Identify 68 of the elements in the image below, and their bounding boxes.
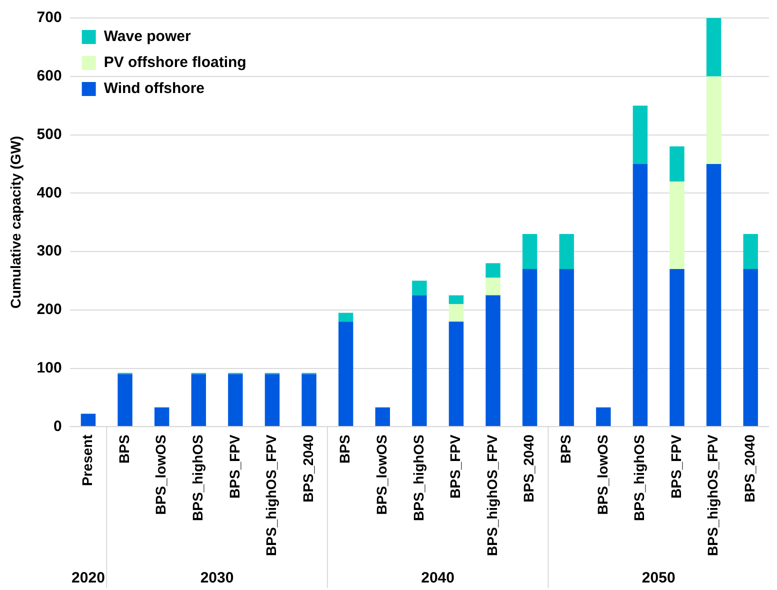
bar (80, 414, 96, 426)
bar (486, 278, 500, 296)
bar (706, 164, 722, 426)
x-tick-label: Present (79, 434, 96, 486)
text: 2020 (72, 570, 105, 587)
bar (632, 106, 648, 164)
bar (486, 295, 500, 426)
y-tick-label: 700 (36, 9, 62, 26)
bar (191, 374, 206, 426)
text: 2040 (421, 570, 454, 587)
x-tick-label: BPS_FPV (226, 434, 242, 498)
bar (670, 269, 684, 426)
bar (559, 234, 574, 270)
bar (154, 407, 170, 426)
x-tick-label: BPS (116, 434, 132, 464)
x-tick-label: BPS (336, 434, 353, 464)
bar (338, 312, 354, 322)
bar (264, 374, 280, 426)
bar (706, 18, 722, 76)
x-tick-label: BPS_highOS_FPV (484, 434, 500, 556)
x-tick-label: BPS (557, 434, 574, 464)
bar (670, 146, 684, 182)
x-tick-label: BPS_FPV (668, 434, 684, 498)
x-tick-label: BPS_highOS_FPV (704, 434, 721, 556)
bar (743, 269, 758, 426)
bar (302, 374, 316, 426)
x-tick-label: BPS_lowOS (373, 434, 390, 515)
text: 2050 (642, 570, 676, 587)
bar (670, 181, 684, 270)
bar (743, 234, 758, 270)
x-tick-label: BPS_highOS (189, 434, 206, 521)
legend-label: Wind offshore (104, 80, 205, 98)
y-tick-label: 100 (36, 359, 62, 376)
x-tick-label: BPS_2040 (741, 434, 758, 502)
x-tick-label: BPS_highOS (631, 434, 648, 521)
bar (596, 407, 611, 426)
y-tick-label: 400 (36, 184, 62, 202)
bar (118, 374, 132, 426)
bar (632, 164, 648, 426)
x-tick-label: BPS_2040 (300, 434, 316, 502)
bar (706, 76, 722, 164)
x-tick-label: BPS_highOS_FPV (263, 434, 280, 556)
y-tick-label: 600 (36, 68, 62, 85)
x-tick-label: BPS_lowOS (594, 434, 610, 515)
bar (338, 322, 354, 426)
x-tick-label: BPS_2040 (520, 434, 537, 502)
bar (559, 269, 574, 426)
bar (448, 322, 464, 426)
x-tick-label: BPS_FPV (447, 434, 464, 498)
y-tick-label: 500 (36, 126, 62, 143)
bar (522, 269, 538, 426)
bar (412, 280, 427, 296)
text: 2030 (200, 570, 234, 587)
bar (375, 407, 390, 426)
bar (412, 295, 427, 426)
bar (448, 304, 464, 322)
y-tick-label: 300 (36, 242, 62, 260)
bar (448, 295, 464, 304)
bar (228, 374, 243, 426)
bar (522, 234, 538, 270)
legend-label: Wave power (104, 28, 191, 46)
y-tick-label: 200 (36, 301, 62, 318)
x-tick-label: BPS_lowOS (152, 434, 169, 515)
bar (486, 263, 500, 278)
y-tick-label: 0 (53, 418, 62, 435)
legend-label: PV offshore floating (104, 54, 246, 72)
y-axis-title: Cumulative capacity (GW) (7, 136, 24, 309)
x-tick-label: BPS_highOS (410, 434, 426, 521)
